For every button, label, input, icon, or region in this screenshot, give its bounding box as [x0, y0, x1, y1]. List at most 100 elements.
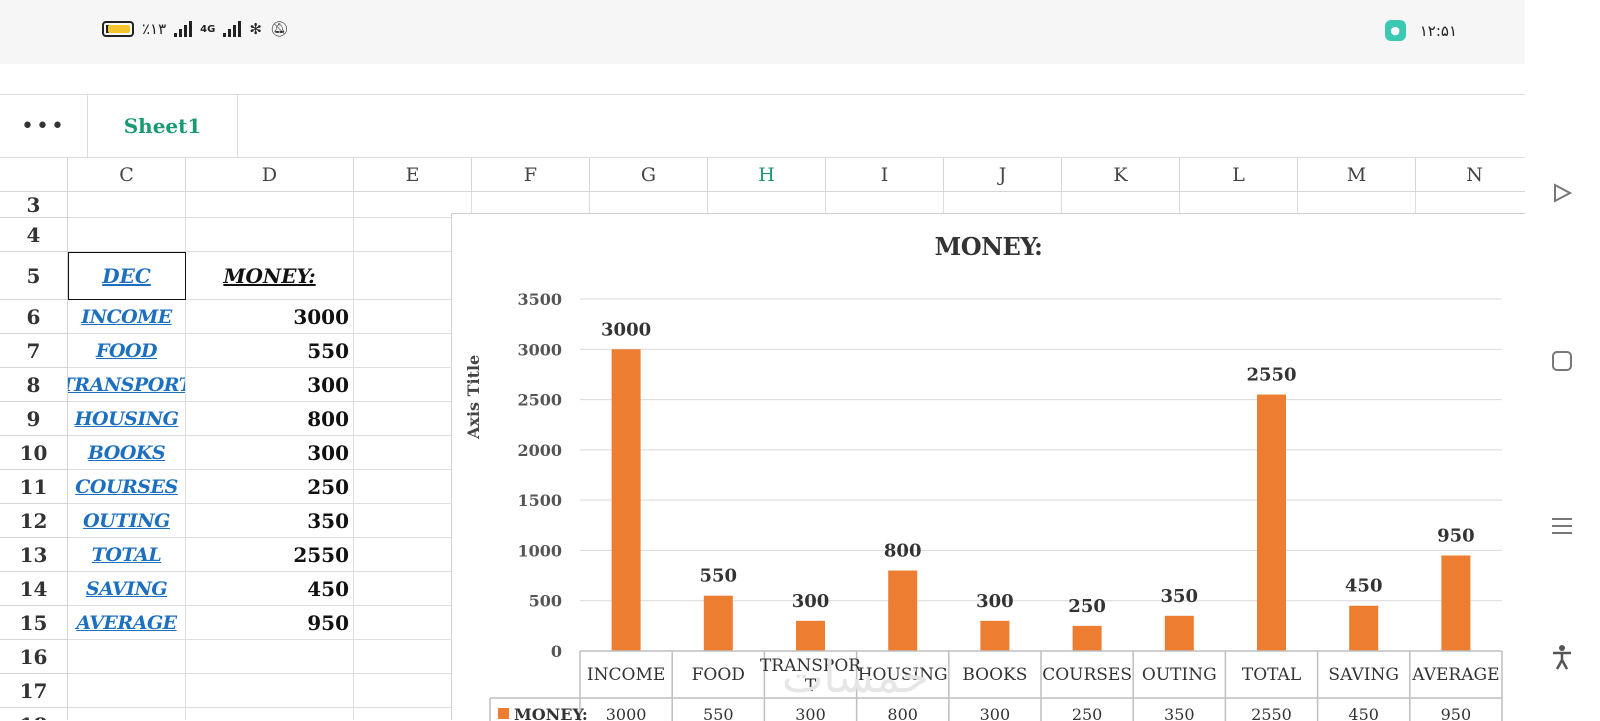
- data-table-value: 450: [1348, 705, 1379, 721]
- row-header-8[interactable]: 8: [0, 368, 68, 402]
- data-label: 550: [700, 566, 738, 587]
- data-label: 350: [1161, 586, 1199, 607]
- clock: ۱۲:۵۱: [1419, 21, 1457, 40]
- data-label: 2550: [1246, 365, 1296, 386]
- cell-c12[interactable]: OUTING: [68, 504, 186, 538]
- y-tick-label: 1500: [517, 491, 562, 510]
- bar: [796, 620, 825, 651]
- recents-menu-icon[interactable]: [1547, 511, 1577, 541]
- cell-c7[interactable]: FOOD: [68, 334, 186, 368]
- cell-c6[interactable]: INCOME: [68, 300, 186, 334]
- cell-d8[interactable]: 300: [186, 368, 354, 402]
- row-header-5[interactable]: 5: [0, 252, 68, 300]
- cell-c5[interactable]: DEC: [68, 252, 186, 300]
- mute-bell-icon: 🔕︎: [269, 20, 289, 38]
- x-category-label: T: [805, 676, 817, 696]
- cell-d7[interactable]: 550: [186, 334, 354, 368]
- tab-sheet1[interactable]: Sheet1: [88, 95, 238, 157]
- row-header-13[interactable]: 13: [0, 538, 68, 572]
- cell-c14[interactable]: SAVING: [68, 572, 186, 606]
- row-header-18[interactable]: 18: [0, 708, 68, 720]
- row-header-12[interactable]: 12: [0, 504, 68, 538]
- data-label: 300: [976, 591, 1014, 612]
- cell-d11[interactable]: 250: [186, 470, 354, 504]
- cell-c13[interactable]: TOTAL: [68, 538, 186, 572]
- data-label: 800: [884, 541, 922, 562]
- column-header-l[interactable]: L: [1180, 158, 1298, 192]
- bar: [980, 620, 1010, 651]
- row-header-6[interactable]: 6: [0, 300, 68, 334]
- data-table-value: 250: [1072, 705, 1103, 721]
- cell-c9[interactable]: HOUSING: [68, 402, 186, 436]
- column-header-c[interactable]: C: [68, 158, 186, 192]
- cell-d15[interactable]: 950: [186, 606, 354, 640]
- column-header-f[interactable]: F: [472, 158, 590, 192]
- data-label: 250: [1068, 596, 1106, 617]
- cell-d16[interactable]: [186, 640, 354, 674]
- signal-icon-2: [223, 21, 242, 37]
- column-header-k[interactable]: K: [1062, 158, 1180, 192]
- spreadsheet-grid[interactable]: C D E F G H I J K L M N 3 4 5 DEC MONEY: 6 INCOME 3000 7 FOOD…: [0, 158, 1525, 720]
- cell-c4[interactable]: [68, 218, 186, 252]
- column-header-d[interactable]: D: [186, 158, 354, 192]
- x-category-label: TRANSPOR: [760, 656, 862, 676]
- row-header-10[interactable]: 10: [0, 436, 68, 470]
- cell-c3[interactable]: [68, 192, 186, 218]
- column-header-e[interactable]: E: [354, 158, 472, 192]
- row-header-16[interactable]: 16: [0, 640, 68, 674]
- column-header-g[interactable]: G: [590, 158, 708, 192]
- cell-d13[interactable]: 2550: [186, 538, 354, 572]
- x-category-label: TOTAL: [1242, 665, 1301, 685]
- data-label: 950: [1437, 525, 1475, 546]
- bar: [611, 349, 641, 651]
- column-header-h[interactable]: H: [708, 158, 826, 192]
- status-right: ● ۱۲:۵۱: [1384, 20, 1457, 41]
- accessibility-icon[interactable]: [1547, 642, 1577, 672]
- data-table-value: 2550: [1251, 705, 1292, 721]
- row-header-14[interactable]: 14: [0, 572, 68, 606]
- column-header-j[interactable]: J: [944, 158, 1062, 192]
- cell-d3[interactable]: [186, 192, 354, 218]
- more-options-button[interactable]: •••: [0, 95, 88, 157]
- signal-icon: [174, 21, 193, 37]
- cell-d18[interactable]: [186, 708, 354, 720]
- cell-c17[interactable]: [68, 674, 186, 708]
- cell-d5[interactable]: MONEY:: [186, 252, 354, 300]
- cell-d17[interactable]: [186, 674, 354, 708]
- row-header-3[interactable]: 3: [0, 192, 68, 218]
- bluetooth-icon: ✻: [249, 20, 262, 38]
- home-square-icon[interactable]: [1547, 346, 1577, 376]
- cell-d6[interactable]: 3000: [186, 300, 354, 334]
- cell-d12[interactable]: 350: [186, 504, 354, 538]
- status-bar: ٪۱۳ 4G ✻ 🔕︎ ● ۱۲:۵۱: [0, 0, 1525, 64]
- column-header-n[interactable]: N: [1416, 158, 1525, 192]
- cell-e3[interactable]: [354, 192, 472, 218]
- legend-swatch: [498, 708, 509, 719]
- cell-c16[interactable]: [68, 640, 186, 674]
- row-header-15[interactable]: 15: [0, 606, 68, 640]
- y-tick-label: 0: [551, 642, 562, 661]
- bar: [1072, 625, 1102, 651]
- cell-c11[interactable]: COURSES: [68, 470, 186, 504]
- cell-d14[interactable]: 450: [186, 572, 354, 606]
- row-header-7[interactable]: 7: [0, 334, 68, 368]
- cell-c15[interactable]: AVERAGE: [68, 606, 186, 640]
- column-header-m[interactable]: M: [1298, 158, 1416, 192]
- select-all-corner[interactable]: [0, 158, 68, 192]
- chart-plot: 0 500 1000 1500 2000 2500 3000 3500 3000 550 300 80…: [489, 290, 1503, 721]
- cell-d4[interactable]: [186, 218, 354, 252]
- row-header-17[interactable]: 17: [0, 674, 68, 708]
- money-chart[interactable]: MONEY: Axis Title 0 500 1000 1500 2000 2500 30…: [451, 213, 1525, 721]
- row-header-9[interactable]: 9: [0, 402, 68, 436]
- cell-d10[interactable]: 300: [186, 436, 354, 470]
- cell-c18[interactable]: [68, 708, 186, 720]
- row-header-4[interactable]: 4: [0, 218, 68, 252]
- x-category-label: AVERAGE: [1411, 665, 1499, 685]
- cell-d9[interactable]: 800: [186, 402, 354, 436]
- x-category-label: FOOD: [692, 665, 745, 685]
- cell-c10[interactable]: BOOKS: [68, 436, 186, 470]
- column-header-i[interactable]: I: [826, 158, 944, 192]
- row-header-11[interactable]: 11: [0, 470, 68, 504]
- back-triangle-icon[interactable]: [1547, 178, 1577, 208]
